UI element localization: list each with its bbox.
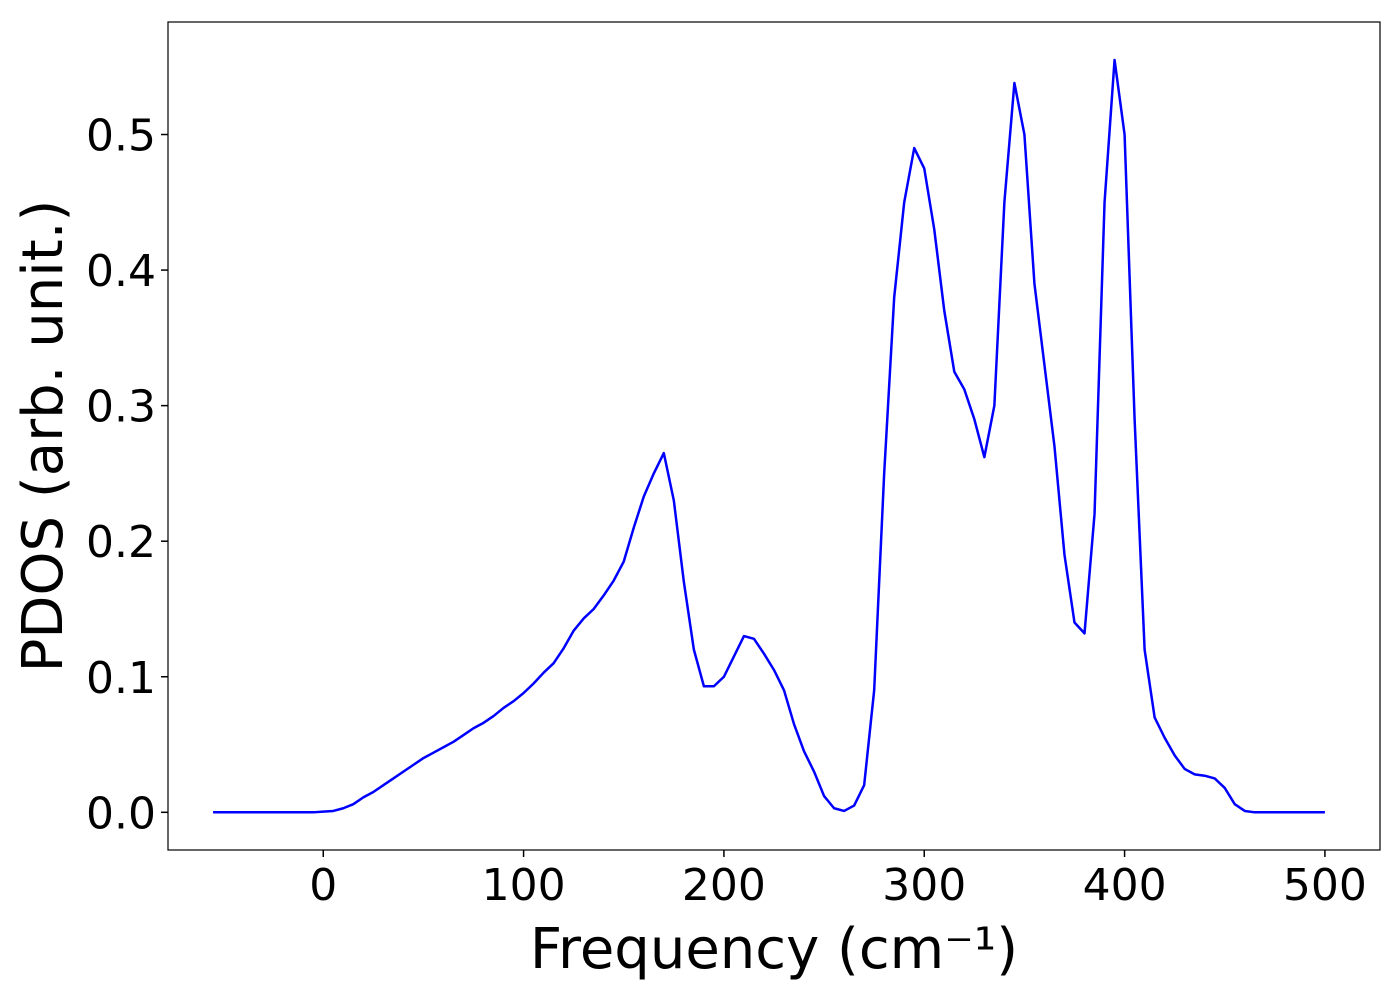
y-axis-label: PDOS (arb. unit.) xyxy=(11,200,76,673)
x-tick-label: 0 xyxy=(309,860,337,911)
data-line xyxy=(213,58,1325,814)
x-tick-label: 100 xyxy=(482,860,566,911)
x-tick-label: 400 xyxy=(1083,860,1167,911)
plot-frame xyxy=(167,21,1381,851)
y-tick-label: 0.2 xyxy=(86,517,156,568)
y-tick-label: 0.3 xyxy=(86,382,156,433)
y-tick-label: 0.1 xyxy=(86,653,156,704)
y-tick-label: 0.4 xyxy=(86,246,156,297)
x-tick-label: 200 xyxy=(682,860,766,911)
x-tick-label: 300 xyxy=(882,860,966,911)
y-tick-label: 0.0 xyxy=(86,788,156,839)
x-tick-label: 500 xyxy=(1283,860,1367,911)
x-axis-label: Frequency (cm⁻¹) xyxy=(530,917,1018,982)
y-tick-label: 0.5 xyxy=(86,111,156,162)
